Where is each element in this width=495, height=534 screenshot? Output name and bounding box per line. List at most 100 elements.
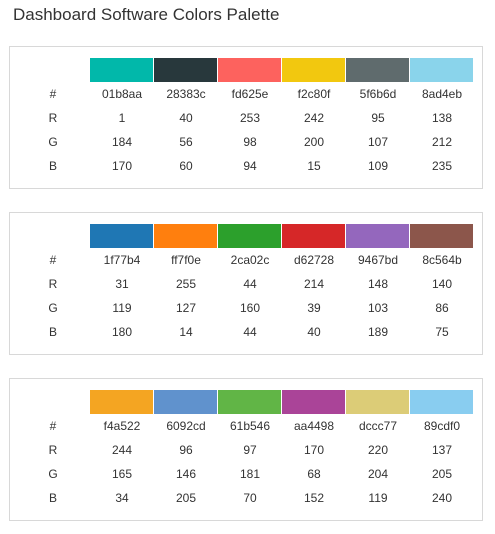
palette-table: #01b8aa 28383c fd625e f2c80f 5f6b6d 8ad4eb R 1 4… <box>9 46 483 189</box>
hex-code-cell: 5f6b6d <box>359 87 397 101</box>
hex-code-cell: 61b546 <box>229 419 271 433</box>
color-swatch <box>154 390 217 414</box>
hex-code-cell: d62728 <box>293 253 335 267</box>
value-row-hex: # f4a522 6092cd 61b546 aa4498 dccc77 89cdf0 <box>10 417 482 435</box>
channel-value-cell: 34 <box>115 491 129 505</box>
page-title: Dashboard Software Colors Palette <box>13 5 280 24</box>
value-row-g: G 184 56 98 200 107 212 <box>10 133 482 151</box>
color-swatch <box>154 224 217 248</box>
channel-value-cell: 184 <box>111 135 133 149</box>
channel-value-cell: 40 <box>179 111 193 125</box>
channel-value-cell: 109 <box>367 159 389 173</box>
channel-value-cell: 94 <box>243 159 257 173</box>
row-label: G <box>48 135 58 149</box>
swatch-row <box>90 58 473 82</box>
row-label: B <box>48 325 57 339</box>
channel-value-cell: 235 <box>431 159 453 173</box>
channel-value-cell: 107 <box>367 135 389 149</box>
value-row-hex: #1f77b4 ff7f0e 2ca02c d62728 9467bd 8c564b <box>10 251 482 269</box>
channel-value-cell: 170 <box>303 443 325 457</box>
channel-value-cell: 68 <box>307 467 321 481</box>
channel-value-cell: 244 <box>111 443 133 457</box>
hex-code-cell: ff7f0e <box>171 253 201 267</box>
hex-code-cell: f2c80f <box>297 87 331 101</box>
channel-value-cell: 180 <box>111 325 133 339</box>
channel-value-cell: 40 <box>307 325 321 339</box>
channel-value-cell: 31 <box>115 277 129 291</box>
color-swatch <box>410 224 473 248</box>
hex-code-cell: f4a522 <box>103 419 141 433</box>
channel-value-cell: 205 <box>175 491 197 505</box>
color-swatch <box>218 390 281 414</box>
channel-value-cell: 1 <box>118 111 126 125</box>
color-swatch <box>346 224 409 248</box>
channel-value-cell: 39 <box>307 301 321 315</box>
color-swatch <box>410 58 473 82</box>
hex-code-cell: fd625e <box>231 87 269 101</box>
channel-value-cell: 103 <box>367 301 389 315</box>
channel-value-cell: 75 <box>435 325 449 339</box>
channel-value-cell: 205 <box>431 467 453 481</box>
channel-value-cell: 212 <box>431 135 453 149</box>
channel-value-cell: 15 <box>307 159 321 173</box>
hex-code-cell: 8ad4eb <box>421 87 463 101</box>
channel-value-cell: 127 <box>175 301 197 315</box>
row-label: # <box>49 253 57 267</box>
channel-value-cell: 137 <box>431 443 453 457</box>
color-swatch <box>346 390 409 414</box>
channel-value-cell: 86 <box>435 301 449 315</box>
value-row-hex: #01b8aa 28383c fd625e f2c80f 5f6b6d 8ad4eb <box>10 85 482 103</box>
row-label: R <box>48 111 58 125</box>
row-label: R <box>48 443 58 457</box>
value-row-b: B 170 60 94 15 109 235 <box>10 157 482 175</box>
channel-value-cell: 140 <box>431 277 453 291</box>
channel-value-cell: 152 <box>303 491 325 505</box>
channel-value-cell: 138 <box>431 111 453 125</box>
channel-value-cell: 70 <box>243 491 257 505</box>
row-label: B <box>48 159 57 173</box>
hex-code-cell: 1f77b4 <box>103 253 141 267</box>
hex-code-cell: aa4498 <box>293 419 335 433</box>
channel-value-cell: 60 <box>179 159 193 173</box>
color-swatch <box>154 58 217 82</box>
palette-table: #1f77b4 ff7f0e 2ca02c d62728 9467bd 8c564b R 31… <box>9 212 483 355</box>
channel-value-cell: 95 <box>371 111 385 125</box>
channel-value-cell: 165 <box>111 467 133 481</box>
channel-value-cell: 148 <box>367 277 389 291</box>
row-label: G <box>48 301 58 315</box>
row-label: G <box>48 467 58 481</box>
value-row-g: G 119 127 160 39 103 86 <box>10 299 482 317</box>
color-swatch <box>90 390 153 414</box>
color-swatch <box>218 224 281 248</box>
palette-table: # f4a522 6092cd 61b546 aa4498 dccc77 89cdf0 R 24… <box>9 378 483 521</box>
row-label: # <box>49 419 57 433</box>
channel-value-cell: 44 <box>243 325 257 339</box>
hex-code-cell: 8c564b <box>422 253 462 267</box>
channel-value-cell: 204 <box>367 467 389 481</box>
color-swatch <box>282 224 345 248</box>
hex-code-cell: dccc77 <box>358 419 398 433</box>
row-label: # <box>49 87 57 101</box>
color-swatch <box>90 224 153 248</box>
channel-value-cell: 119 <box>112 301 132 315</box>
value-row-r: R 1 40 253 242 95 138 <box>10 109 482 127</box>
channel-value-cell: 44 <box>243 277 257 291</box>
hex-code-cell: 01b8aa <box>101 87 143 101</box>
channel-value-cell: 253 <box>239 111 261 125</box>
channel-value-cell: 146 <box>175 467 197 481</box>
channel-value-cell: 97 <box>243 443 257 457</box>
swatch-row <box>90 224 473 248</box>
channel-value-cell: 98 <box>243 135 257 149</box>
channel-value-cell: 170 <box>111 159 133 173</box>
channel-value-cell: 240 <box>431 491 453 505</box>
channel-value-cell: 200 <box>303 135 325 149</box>
color-swatch <box>218 58 281 82</box>
row-label: B <box>48 491 57 505</box>
channel-value-cell: 56 <box>179 135 193 149</box>
hex-code-cell: 28383c <box>166 87 206 101</box>
color-swatch <box>410 390 473 414</box>
hex-code-cell: 6092cd <box>166 419 206 433</box>
value-row-b: B 34 205 70 152 119 240 <box>10 489 482 507</box>
color-swatch <box>346 58 409 82</box>
color-swatch <box>282 390 345 414</box>
